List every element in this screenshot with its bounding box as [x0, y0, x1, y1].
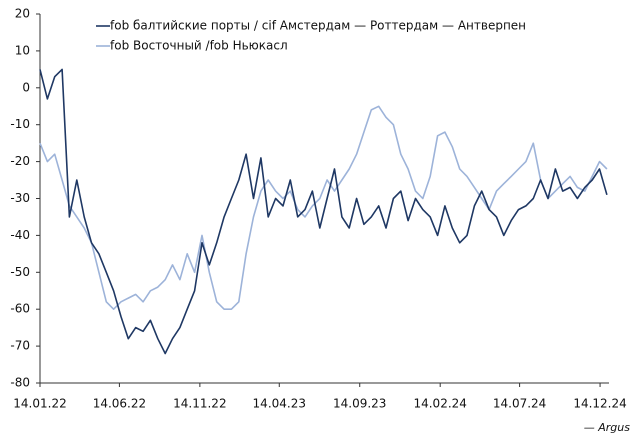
- x-tick-label: 14.11.22: [173, 397, 226, 411]
- legend: fob балтийские порты / cif Амстердам — Р…: [96, 19, 526, 53]
- x-tick-label: 14.12.24: [573, 397, 626, 411]
- legend-label: fob Восточный /fob Ньюкасл: [110, 39, 288, 53]
- x-tick-label: 14.02.24: [413, 397, 466, 411]
- y-tick-label: -30: [10, 191, 30, 205]
- x-tick-label: 14.01.22: [13, 397, 66, 411]
- y-tick-label: -60: [10, 302, 30, 316]
- legend-label: fob балтийские порты / cif Амстердам — Р…: [110, 19, 526, 33]
- x-tick-label: 14.04.23: [253, 397, 306, 411]
- y-tick-label: 20: [15, 7, 30, 21]
- series-line: [39, 68, 608, 355]
- x-tick-label: 14.07.24: [493, 397, 546, 411]
- y-tick-label: -80: [10, 376, 30, 390]
- y-tick-label: 10: [15, 43, 30, 57]
- y-tick-label: -70: [10, 339, 30, 353]
- y-tick-label: -40: [10, 228, 30, 242]
- x-tick-label: 14.09.23: [333, 397, 386, 411]
- y-tick-label: 0: [22, 80, 30, 94]
- y-tick-label: -20: [10, 154, 30, 168]
- x-tick-label: 14.06.22: [93, 397, 146, 411]
- y-tick-label: -10: [10, 117, 30, 131]
- series-line: [39, 105, 608, 310]
- source-note: — Argus: [584, 421, 630, 434]
- y-tick-label: -50: [10, 265, 30, 279]
